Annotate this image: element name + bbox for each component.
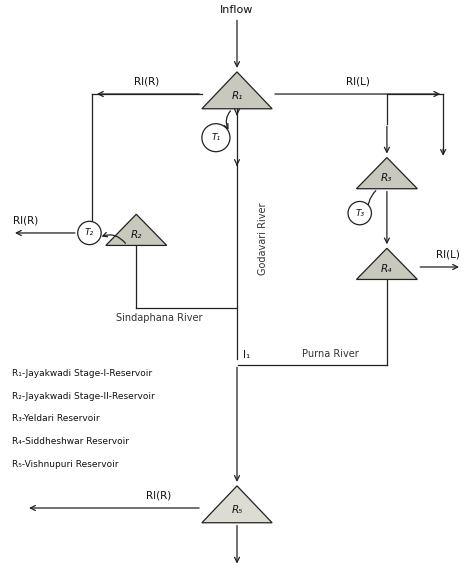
Text: I₁: I₁ bbox=[243, 350, 250, 360]
Text: RI(L): RI(L) bbox=[346, 77, 370, 86]
Text: R₁: R₁ bbox=[231, 91, 243, 101]
Polygon shape bbox=[202, 72, 272, 109]
Text: R₄-Siddheshwar Reservoir: R₄-Siddheshwar Reservoir bbox=[12, 437, 129, 446]
Text: R₄: R₄ bbox=[381, 264, 392, 274]
Text: RI(L): RI(L) bbox=[436, 249, 459, 260]
Text: RI(R): RI(R) bbox=[13, 215, 38, 226]
Text: RI(R): RI(R) bbox=[146, 491, 171, 501]
Text: R₅: R₅ bbox=[231, 505, 243, 515]
Text: T₃: T₃ bbox=[355, 209, 365, 218]
Ellipse shape bbox=[202, 124, 230, 151]
Text: R₃-Yeldari Reservoir: R₃-Yeldari Reservoir bbox=[12, 415, 100, 423]
Text: R₂-Jayakwadi Stage-II-Reservoir: R₂-Jayakwadi Stage-II-Reservoir bbox=[12, 392, 155, 401]
Polygon shape bbox=[106, 214, 167, 245]
Text: T₁: T₁ bbox=[211, 133, 220, 142]
Text: Sindaphana River: Sindaphana River bbox=[117, 313, 203, 324]
Polygon shape bbox=[356, 248, 417, 279]
Text: Purna River: Purna River bbox=[302, 349, 359, 359]
Ellipse shape bbox=[348, 202, 372, 225]
Text: R₁-Jayakwadi Stage-I-Reservoir: R₁-Jayakwadi Stage-I-Reservoir bbox=[12, 369, 152, 378]
Text: T₂: T₂ bbox=[85, 229, 94, 237]
Polygon shape bbox=[202, 486, 272, 523]
Text: R₅-Vishnupuri Reservoir: R₅-Vishnupuri Reservoir bbox=[12, 460, 118, 469]
Text: Godavari River: Godavari River bbox=[258, 202, 268, 275]
Text: Inflow: Inflow bbox=[220, 5, 254, 14]
Text: R₃: R₃ bbox=[381, 173, 392, 183]
Ellipse shape bbox=[78, 221, 101, 245]
Polygon shape bbox=[356, 158, 417, 189]
Text: RI(R): RI(R) bbox=[134, 77, 159, 86]
Text: R₂: R₂ bbox=[131, 229, 142, 240]
